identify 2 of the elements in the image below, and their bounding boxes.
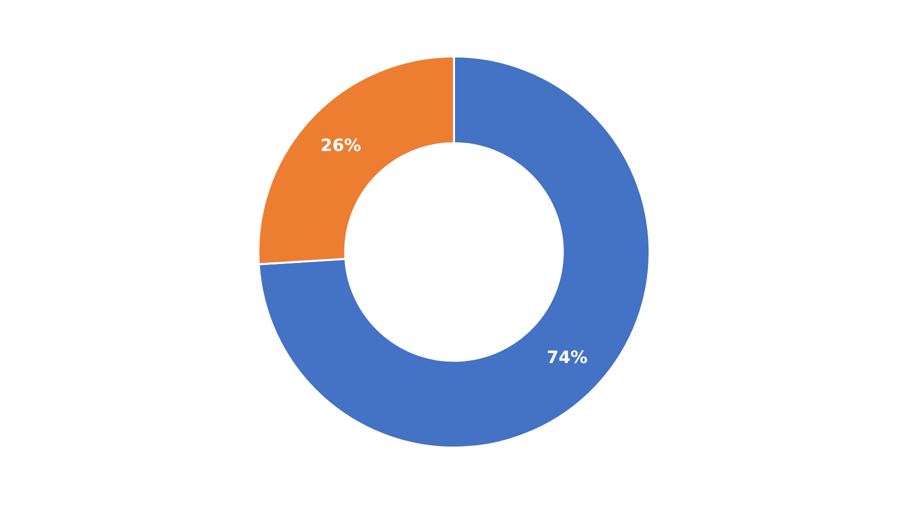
- data-label: 26%: [320, 136, 362, 156]
- data-label: 74%: [546, 348, 588, 368]
